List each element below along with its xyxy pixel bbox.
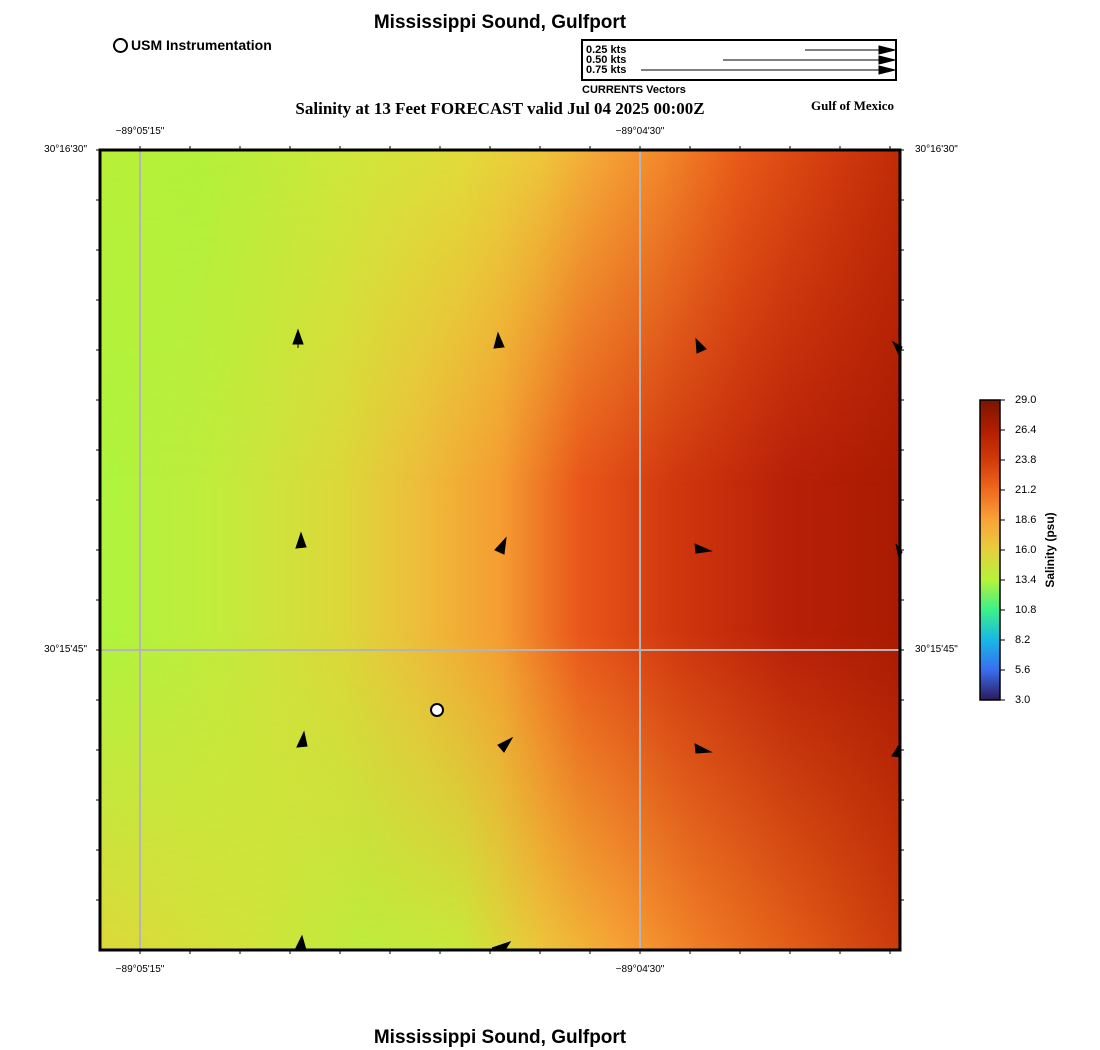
current-vectors xyxy=(292,328,903,951)
graticule xyxy=(100,150,900,950)
current-vector xyxy=(295,531,307,549)
current-vector xyxy=(895,543,903,560)
colorbar-tick-label: 21.2 xyxy=(1015,484,1037,496)
current-vector xyxy=(891,340,903,357)
colorbar-scale xyxy=(979,399,1001,701)
vectors-title: CURRENTS Vectors xyxy=(582,84,686,96)
current-vectors-legend: 0.25 kts 0.50 kts 0.75 kts xyxy=(581,39,897,81)
colorbar-title: Salinity (psu) xyxy=(1043,512,1057,588)
colorbar-tick-label: 16.0 xyxy=(1015,544,1037,556)
current-vector xyxy=(695,337,707,354)
lon-label-top-1: −89°05'15" xyxy=(115,126,165,137)
lon-label-top-2: −89°04'30" xyxy=(615,126,665,137)
colorbar-tick-label: 8.2 xyxy=(1015,634,1031,646)
current-vector xyxy=(294,934,307,951)
current-vector xyxy=(491,941,512,951)
current-vector xyxy=(296,730,308,748)
usm-station-marker[interactable] xyxy=(430,703,444,717)
chart-title: Mississippi Sound, Gulfport xyxy=(373,12,627,33)
current-vector xyxy=(694,743,713,754)
colorbar-tick-label: 10.8 xyxy=(1015,604,1037,616)
lat-label-right-2: 30°15'45" xyxy=(915,644,958,655)
colorbar-tick-label: 13.4 xyxy=(1015,574,1037,586)
colorbar-tick-label: 23.8 xyxy=(1015,454,1037,466)
station-legend: USM Instrumentation xyxy=(113,37,272,53)
current-vector xyxy=(891,743,902,758)
colorbar-tick-label: 3.0 xyxy=(1015,694,1031,706)
current-vector xyxy=(497,736,514,753)
region-label: Gulf of Mexico xyxy=(811,98,895,113)
colorbar xyxy=(979,399,1005,701)
vector-label-075: 0.75 kts xyxy=(586,64,627,76)
vector-label-050: 0.50 kts xyxy=(586,54,627,66)
colorbar-tick-label: 26.4 xyxy=(1015,424,1037,436)
vector-label-025: 0.25 kts xyxy=(586,44,627,56)
current-vector xyxy=(494,536,507,555)
colorbar-tick-label: 5.6 xyxy=(1015,664,1031,676)
colorbar-tick-label: 18.6 xyxy=(1015,514,1037,526)
map-ticks xyxy=(96,146,904,954)
station-legend-label: USM Instrumentation xyxy=(131,37,272,53)
vector-scale-arrows xyxy=(641,45,895,75)
lon-label-bottom-2: −89°04'30" xyxy=(615,964,665,975)
lat-label-left-2: 30°15'45" xyxy=(44,644,87,655)
colorbar-ticks xyxy=(1000,399,1005,701)
lon-label-bottom-1: −89°05'15" xyxy=(115,964,165,975)
chart-footer-title: Mississippi Sound, Gulfport xyxy=(373,1027,627,1048)
current-vector xyxy=(493,331,505,349)
colorbar-tick-label: 29.0 xyxy=(1015,394,1037,406)
lat-label-left-1: 30°16'30" xyxy=(44,144,87,155)
map-subtitle: Salinity at 13 Feet FORECAST valid Jul 0… xyxy=(295,99,705,118)
lat-label-right-1: 30°16'30" xyxy=(915,144,958,155)
station-circle-icon xyxy=(113,37,128,53)
current-vector xyxy=(694,543,713,554)
salinity-map xyxy=(96,146,904,954)
